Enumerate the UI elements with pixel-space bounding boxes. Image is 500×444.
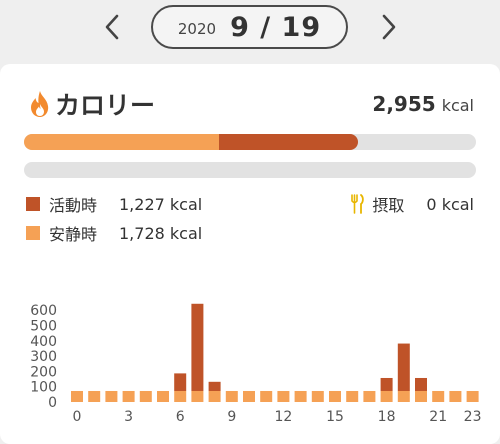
bar-rest-21 (432, 390, 445, 402)
bar-active-18 (380, 377, 393, 391)
date-year: 2020 (177, 20, 217, 38)
bar-rest-6 (174, 390, 187, 402)
intake-label: 摂取 (372, 196, 405, 215)
bar-rest-13 (294, 390, 307, 402)
legend-active-value: 1,227 kcal (119, 194, 203, 214)
bar-rest-22 (449, 390, 462, 402)
chevron-right-icon (382, 14, 396, 40)
calorie-total-value: 2,955 (372, 92, 436, 116)
bar-active-8 (208, 381, 221, 391)
bar-rest-23 (466, 390, 479, 402)
bar-rest-3 (122, 390, 135, 402)
flame-icon (31, 91, 49, 117)
x-tick-label: 18 (378, 409, 396, 425)
calorie-progress-bar (24, 134, 476, 150)
bar-rest-0 (71, 390, 83, 402)
progress-active-segment (219, 134, 358, 150)
legend-rest-label: 安静時 (49, 225, 98, 244)
fork-knife-icon (351, 194, 365, 214)
bar-rest-17 (363, 390, 376, 402)
bar-rest-2 (105, 390, 118, 402)
bar-rest-10 (243, 390, 255, 402)
bar-rest-18 (380, 390, 393, 402)
bar-rest-5 (157, 390, 169, 402)
legend-active: 活動時 1,227 kcal (26, 192, 202, 216)
y-tick-label: 300 (30, 349, 57, 365)
intake-progress-bar (24, 162, 476, 178)
calorie-card: カロリー 2,955 kcal 活動時 1,227 kcal 安静時 1,728 … (0, 64, 500, 444)
bar-rest-19 (397, 390, 410, 402)
x-tick-label: 12 (274, 409, 292, 425)
bar-rest-15 (329, 390, 341, 402)
y-tick-label: 0 (48, 395, 57, 411)
bar-active-6 (174, 373, 187, 391)
bar-rest-11 (260, 390, 273, 402)
date-picker[interactable]: 2020 9 / 19 (151, 5, 348, 49)
calorie-total: 2,955 kcal (372, 92, 474, 116)
date-month-day: 9 / 19 (230, 11, 322, 43)
bar-rest-8 (208, 390, 221, 402)
bar-rest-1 (88, 390, 101, 402)
x-tick-label: 21 (429, 409, 447, 425)
y-tick-label: 100 (30, 380, 57, 396)
legend-rest-swatch (26, 226, 40, 240)
x-tick-label: 9 (227, 409, 236, 425)
bar-rest-4 (139, 390, 152, 402)
intake-value: 0 kcal (426, 194, 474, 214)
previous-day-button[interactable] (97, 10, 127, 44)
y-tick-label: 200 (30, 364, 57, 380)
chevron-left-icon (105, 14, 119, 40)
legend-rest-value: 1,728 kcal (119, 223, 203, 243)
next-day-button[interactable] (374, 10, 404, 44)
y-tick-label: 600 (30, 303, 57, 319)
bar-active-7 (191, 303, 204, 391)
bar-active-19 (397, 343, 410, 391)
legend-active-label: 活動時 (49, 196, 98, 215)
progress-rest-segment (24, 134, 220, 150)
date-navigator: 2020 9 / 19 (0, 0, 500, 62)
y-tick-label: 500 (30, 319, 57, 335)
bar-rest-12 (277, 390, 290, 402)
bar-rest-16 (346, 390, 359, 402)
intake-summary: 摂取 0 kcal (350, 192, 474, 216)
bar-rest-20 (415, 390, 427, 402)
x-tick-label: 6 (176, 409, 185, 425)
x-tick-label: 0 (73, 409, 82, 425)
x-tick-label: 15 (326, 409, 344, 425)
bar-rest-14 (311, 390, 324, 402)
calorie-total-unit: kcal (441, 96, 474, 115)
bar-rest-7 (191, 390, 204, 402)
legend-active-swatch (26, 197, 40, 211)
legend-rest: 安静時 1,728 kcal (26, 221, 202, 245)
calorie-title: カロリー (55, 91, 156, 120)
bar-rest-9 (225, 390, 238, 402)
y-tick-label: 400 (30, 334, 57, 350)
x-tick-label: 23 (464, 409, 482, 425)
x-tick-label: 3 (124, 409, 133, 425)
bar-active-20 (415, 377, 427, 391)
